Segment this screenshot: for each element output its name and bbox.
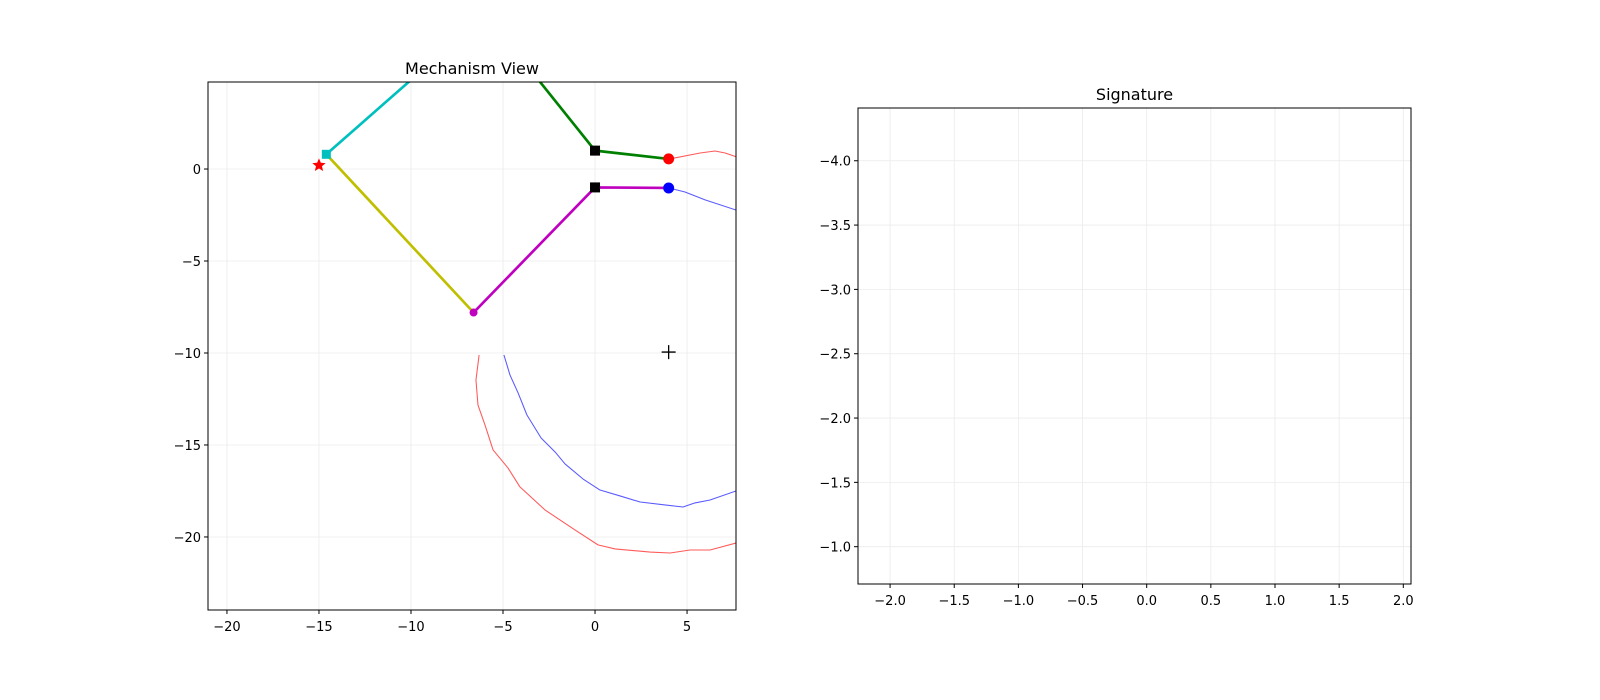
y-tick-label: −1.5 xyxy=(819,476,851,491)
marker-square xyxy=(321,149,331,159)
axes: −2.0 −1.5 −1.0 −0.5 0.0 0.5 1.0 1.5 2.0 −4.0 −3.5 −… xyxy=(819,85,1413,609)
marker-circle xyxy=(663,153,675,165)
marker-circle xyxy=(663,182,675,194)
plot-area xyxy=(312,82,736,554)
x-tick-label: −1.0 xyxy=(1003,594,1035,609)
series-line xyxy=(475,150,736,554)
x-tick-label: −15 xyxy=(305,620,332,635)
x-tick-label: 2.0 xyxy=(1393,594,1414,609)
marker-circle xyxy=(469,308,478,317)
series-line xyxy=(503,187,736,508)
x-tick-label: 0 xyxy=(591,620,599,635)
x-tick-label: −1.5 xyxy=(938,594,970,609)
y-tick-label: −4.0 xyxy=(819,155,851,170)
axes-frame xyxy=(857,107,1412,585)
axes: −20 −15 −10 −5 0 5 0 −5 −10 −15 −20 Mechanism View xyxy=(174,59,737,635)
series-line xyxy=(325,153,475,314)
x-tick-label: 1.0 xyxy=(1265,594,1286,609)
x-tick-label: 1.5 xyxy=(1329,594,1350,609)
y-tick-label: −2.5 xyxy=(819,348,851,363)
series-line xyxy=(325,82,411,156)
marker-square xyxy=(590,145,601,156)
y-tick-label: −20 xyxy=(174,531,201,546)
chart-title: Signature xyxy=(1096,85,1173,104)
y-tick-label: −1.0 xyxy=(819,541,851,556)
x-tick-label: 0.0 xyxy=(1136,594,1157,609)
x-tick-label: −10 xyxy=(397,620,424,635)
y-tick-label: −10 xyxy=(174,347,201,362)
marker-plus xyxy=(661,345,676,360)
y-tick-label: −3.5 xyxy=(819,219,851,234)
y-tick-label: 0 xyxy=(193,163,201,178)
x-tick-label: −0.5 xyxy=(1067,594,1099,609)
x-tick-label: 0.5 xyxy=(1200,594,1221,609)
y-tick-label: −3.0 xyxy=(819,283,851,298)
y-tick-label: −2.0 xyxy=(819,412,851,427)
x-tick-label: −2.0 xyxy=(874,594,906,609)
x-tick-label: −20 xyxy=(213,620,240,635)
x-tick-label: 5 xyxy=(683,620,691,635)
marker-star xyxy=(312,158,326,171)
x-tick-label: −5 xyxy=(493,620,512,635)
axes-frame xyxy=(207,81,737,611)
y-tick-label: −15 xyxy=(174,439,201,454)
marker-square xyxy=(590,182,601,193)
chart-title: Mechanism View xyxy=(405,59,539,78)
y-tick-label: −5 xyxy=(182,255,201,270)
